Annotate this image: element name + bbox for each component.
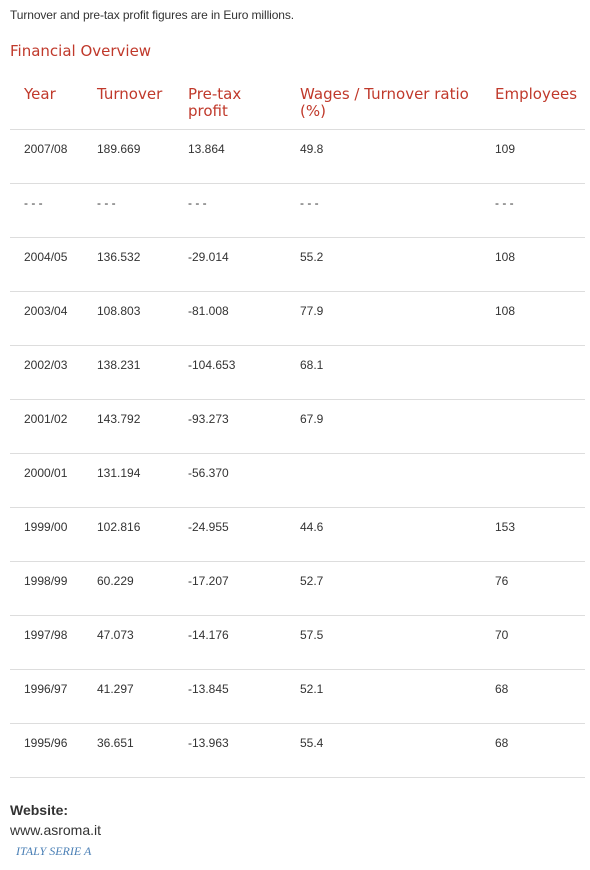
table-row: 2003/04 108.803 -81.008 77.9 108 [10,292,585,346]
cell-employees: 76 [495,574,509,588]
table-row: 1996/97 41.297 -13.845 52.1 68 [10,670,585,724]
cell-turnover: 131.194 [97,466,141,480]
cell-turnover: 60.229 [97,574,134,588]
cell-year: - - - [24,196,43,210]
cell-wages-ratio: 77.9 [300,304,324,318]
currency-note: Turnover and pre-tax profit figures are … [10,8,294,22]
table-row: 2000/01 131.194 -56.370 [10,454,585,508]
league-link[interactable]: ITALY SERIE A [16,844,92,858]
header-year: Year [24,85,56,103]
cell-turnover: 47.073 [97,628,134,642]
cell-employees: 68 [495,736,509,750]
cell-turnover: 136.532 [97,250,141,264]
cell-pretax-profit: -14.176 [188,628,229,642]
cell-pretax-profit: -17.207 [188,574,229,588]
cell-employees: 68 [495,682,509,696]
header-employees: Employees [495,85,578,103]
table-row: 2001/02 143.792 -93.273 67.9 [10,400,585,454]
cell-turnover: 102.816 [97,520,141,534]
cell-wages-ratio: - - - [300,196,319,210]
table-row: 1995/96 36.651 -13.963 55.4 68 [10,724,585,778]
table-row: 1998/99 60.229 -17.207 52.7 76 [10,562,585,616]
cell-year: 2001/02 [24,412,68,426]
table-row: 1999/00 102.816 -24.955 44.6 153 [10,508,585,562]
header-turnover: Turnover [97,85,163,103]
cell-year: 1997/98 [24,628,68,642]
cell-year: 2004/05 [24,250,68,264]
cell-pretax-profit: 13.864 [188,142,225,156]
cell-wages-ratio: 52.7 [300,574,324,588]
cell-employees: 153 [495,520,516,534]
cell-pretax-profit: -29.014 [188,250,229,264]
cell-pretax-profit: -81.008 [188,304,229,318]
cell-turnover: 138.231 [97,358,141,372]
cell-year: 2000/01 [24,466,68,480]
cell-year: 1995/96 [24,736,68,750]
cell-turnover: 36.651 [97,736,134,750]
header-pretax-profit: Pre-tax profit [188,85,242,120]
cell-pretax-profit: -24.955 [188,520,229,534]
cell-year: 2002/03 [24,358,68,372]
cell-pretax-profit: -13.963 [188,736,229,750]
cell-turnover: 108.803 [97,304,141,318]
cell-employees: 109 [495,142,516,156]
cell-wages-ratio: 55.2 [300,250,324,264]
website-label: Website: [10,802,69,818]
cell-pretax-profit: -56.370 [188,466,229,480]
table-row: - - -- - -- - -- - -- - - [10,184,585,238]
cell-wages-ratio: 55.4 [300,736,324,750]
cell-year: 1999/00 [24,520,68,534]
cell-turnover: 143.792 [97,412,141,426]
cell-turnover: - - - [97,196,116,210]
cell-turnover: 41.297 [97,682,134,696]
table-body: 2007/08 189.669 13.864 49.8 109 - - - - - - - -… [10,130,585,778]
cell-pretax-profit: -104.653 [188,358,236,372]
table-row: 2007/08 189.669 13.864 49.8 109 [10,130,585,184]
cell-employees: - - - [495,196,514,210]
cell-wages-ratio: 67.9 [300,412,324,426]
cell-turnover: 189.669 [97,142,141,156]
cell-employees: 108 [495,304,516,318]
table-row: 2004/05 136.532 -29.014 55.2 108 [10,238,585,292]
cell-employees: 70 [495,628,509,642]
cell-wages-ratio: 68.1 [300,358,324,372]
cell-year: 1998/99 [24,574,68,588]
cell-wages-ratio: 44.6 [300,520,324,534]
cell-wages-ratio: 52.1 [300,682,324,696]
section-title: Financial Overview [10,42,152,60]
financial-table: Year Turnover Pre-tax profit Wages / Tur… [10,76,585,778]
cell-pretax-profit: - - - [188,196,207,210]
table-row: 2002/03 138.231 -104.653 68.1 [10,346,585,400]
cell-wages-ratio: 49.8 [300,142,324,156]
website-link[interactable]: www.asroma.it [10,822,102,838]
cell-year: 2003/04 [24,304,68,318]
header-wages-ratio: Wages / Turnover ratio (%) [300,85,469,120]
cell-employees: 108 [495,250,516,264]
cell-wages-ratio: 57.5 [300,628,324,642]
cell-year: 2007/08 [24,142,68,156]
cell-year: 1996/97 [24,682,68,696]
table-row: 1997/98 47.073 -14.176 57.5 70 [10,616,585,670]
table-header-row: Year Turnover Pre-tax profit Wages / Tur… [10,76,585,130]
cell-pretax-profit: -93.273 [188,412,229,426]
cell-pretax-profit: -13.845 [188,682,229,696]
